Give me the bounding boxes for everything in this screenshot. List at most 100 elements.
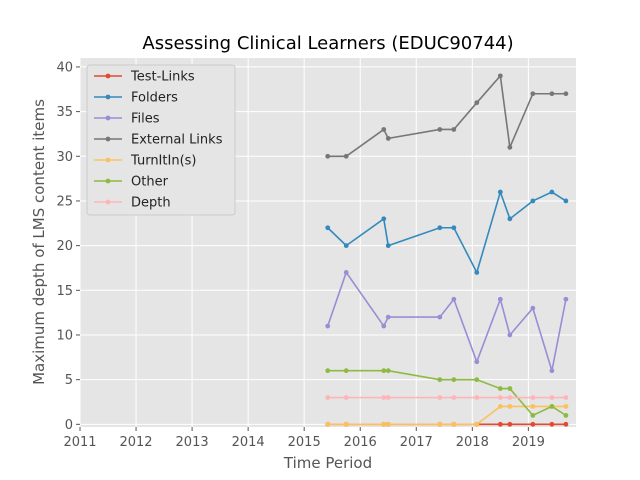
data-point-other bbox=[507, 386, 513, 391]
data-point-files bbox=[381, 323, 387, 329]
data-point-other bbox=[381, 368, 387, 374]
x-tick-label: 2011 bbox=[63, 435, 96, 450]
chart-title: Assessing Clinical Learners (EDUC90744) bbox=[142, 33, 513, 54]
data-point-turnitin-s bbox=[325, 421, 331, 427]
legend-marker-test-links bbox=[105, 73, 111, 79]
data-point-other bbox=[385, 368, 391, 374]
legend-marker-files bbox=[105, 115, 111, 121]
y-tick-label: 0 bbox=[65, 418, 73, 433]
data-point-external-links bbox=[385, 136, 391, 141]
data-point-folders bbox=[563, 198, 569, 204]
series-line-folders bbox=[327, 189, 567, 275]
y-tick-label: 5 bbox=[65, 373, 73, 388]
data-point-test-links bbox=[563, 421, 569, 427]
y-tick-label: 20 bbox=[56, 239, 73, 254]
data-point-files bbox=[530, 305, 536, 311]
data-point-external-links bbox=[563, 91, 569, 97]
data-point-folders bbox=[530, 198, 536, 204]
data-point-other bbox=[451, 377, 457, 383]
data-point-external-links bbox=[437, 127, 443, 132]
data-point-files bbox=[563, 296, 569, 302]
data-point-files bbox=[497, 296, 503, 302]
data-point-depth bbox=[549, 395, 555, 400]
x-tick-label: 2012 bbox=[119, 435, 152, 450]
data-point-turnitin-s bbox=[437, 421, 443, 427]
legend-label-folders: Folders bbox=[131, 91, 178, 106]
data-point-files bbox=[507, 332, 513, 338]
data-point-files bbox=[549, 368, 555, 374]
x-tick-label: 2013 bbox=[176, 435, 209, 450]
data-point-external-links bbox=[507, 144, 513, 150]
data-point-other bbox=[530, 412, 536, 418]
data-point-external-links bbox=[530, 91, 536, 97]
data-point-test-links bbox=[530, 421, 536, 427]
data-point-other bbox=[549, 404, 555, 409]
y-tick-label: 10 bbox=[56, 328, 73, 343]
data-point-files bbox=[343, 270, 349, 275]
data-point-turnitin-s bbox=[381, 421, 387, 427]
data-point-folders bbox=[381, 216, 387, 222]
x-axis-label: Time Period bbox=[283, 454, 372, 472]
data-point-folders bbox=[549, 189, 555, 195]
legend-marker-turnitin-s bbox=[105, 157, 111, 163]
data-point-depth bbox=[474, 395, 480, 400]
data-point-depth bbox=[451, 395, 457, 400]
data-point-turnitin-s bbox=[497, 404, 503, 409]
y-axis-label: Maximum depth of LMS content items bbox=[30, 99, 48, 385]
data-point-turnitin-s bbox=[530, 404, 536, 409]
y-tick-label: 40 bbox=[56, 60, 73, 75]
y-tick-label: 15 bbox=[56, 284, 73, 299]
legend-marker-folders bbox=[105, 94, 111, 100]
data-point-turnitin-s bbox=[474, 421, 480, 427]
data-point-depth bbox=[325, 395, 331, 400]
data-point-depth bbox=[507, 395, 513, 400]
data-point-depth bbox=[497, 395, 503, 400]
data-point-other bbox=[343, 368, 349, 374]
legend-label-other: Other bbox=[131, 175, 169, 190]
data-point-folders bbox=[497, 189, 503, 195]
series-folders bbox=[325, 189, 569, 275]
series-line-turnitin-s bbox=[327, 405, 566, 426]
data-point-files bbox=[385, 314, 391, 320]
data-point-external-links bbox=[474, 100, 480, 106]
legend-marker-other bbox=[105, 178, 111, 184]
series-external-links bbox=[325, 73, 569, 159]
y-tick-label: 25 bbox=[56, 194, 73, 209]
x-tick-label: 2018 bbox=[456, 435, 489, 450]
data-point-folders bbox=[385, 243, 391, 249]
series-line-external-links bbox=[327, 74, 566, 158]
data-point-folders bbox=[343, 243, 349, 249]
data-point-folders bbox=[325, 225, 331, 231]
data-point-folders bbox=[507, 216, 513, 222]
series-line-files bbox=[326, 270, 567, 371]
legend-label-files: Files bbox=[131, 112, 160, 127]
data-point-depth bbox=[437, 395, 443, 400]
data-point-other bbox=[437, 377, 443, 383]
legend: Test-Links Folders Files External Links Turn… bbox=[86, 64, 236, 216]
y-tick-label: 35 bbox=[56, 105, 73, 120]
legend-marker-external-links bbox=[105, 136, 111, 142]
data-point-external-links bbox=[343, 153, 349, 159]
series-layer bbox=[325, 73, 569, 427]
data-point-turnitin-s bbox=[451, 421, 457, 427]
data-point-depth bbox=[385, 395, 391, 400]
series-files bbox=[325, 270, 569, 374]
data-point-depth bbox=[530, 395, 536, 400]
data-point-turnitin-s bbox=[507, 404, 513, 409]
data-point-test-links bbox=[497, 421, 503, 427]
legend-label-turnitin-s: TurnItIn(s) bbox=[130, 154, 196, 169]
x-tick-label: 2019 bbox=[512, 435, 545, 450]
data-point-external-links bbox=[325, 153, 331, 159]
data-point-turnitin-s bbox=[563, 404, 569, 409]
data-point-external-links bbox=[381, 127, 387, 132]
data-point-turnitin-s bbox=[385, 421, 391, 427]
legend-marker-depth bbox=[105, 199, 111, 205]
x-tick-label: 2014 bbox=[232, 435, 265, 450]
data-point-files bbox=[325, 323, 331, 329]
data-point-folders bbox=[437, 225, 443, 231]
series-other bbox=[325, 368, 569, 418]
data-point-folders bbox=[451, 225, 457, 231]
data-point-other bbox=[325, 368, 331, 374]
series-line-other bbox=[327, 369, 567, 417]
